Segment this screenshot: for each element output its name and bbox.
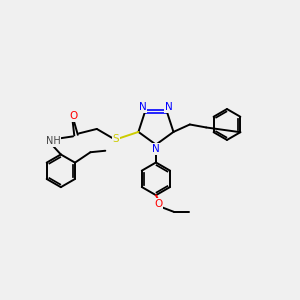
- Text: N: N: [165, 102, 173, 112]
- Text: N: N: [152, 144, 160, 154]
- Text: O: O: [69, 112, 77, 122]
- Text: S: S: [113, 134, 119, 144]
- Text: N: N: [139, 102, 147, 112]
- Text: NH: NH: [46, 136, 61, 146]
- Text: O: O: [154, 199, 162, 208]
